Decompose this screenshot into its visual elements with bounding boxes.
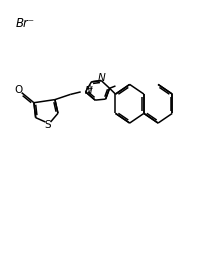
- Text: S: S: [44, 120, 51, 130]
- Text: Br⁻: Br⁻: [16, 17, 35, 30]
- Text: O: O: [15, 85, 23, 95]
- Text: +: +: [87, 84, 93, 93]
- Text: N: N: [98, 73, 106, 83]
- Text: N: N: [84, 86, 92, 96]
